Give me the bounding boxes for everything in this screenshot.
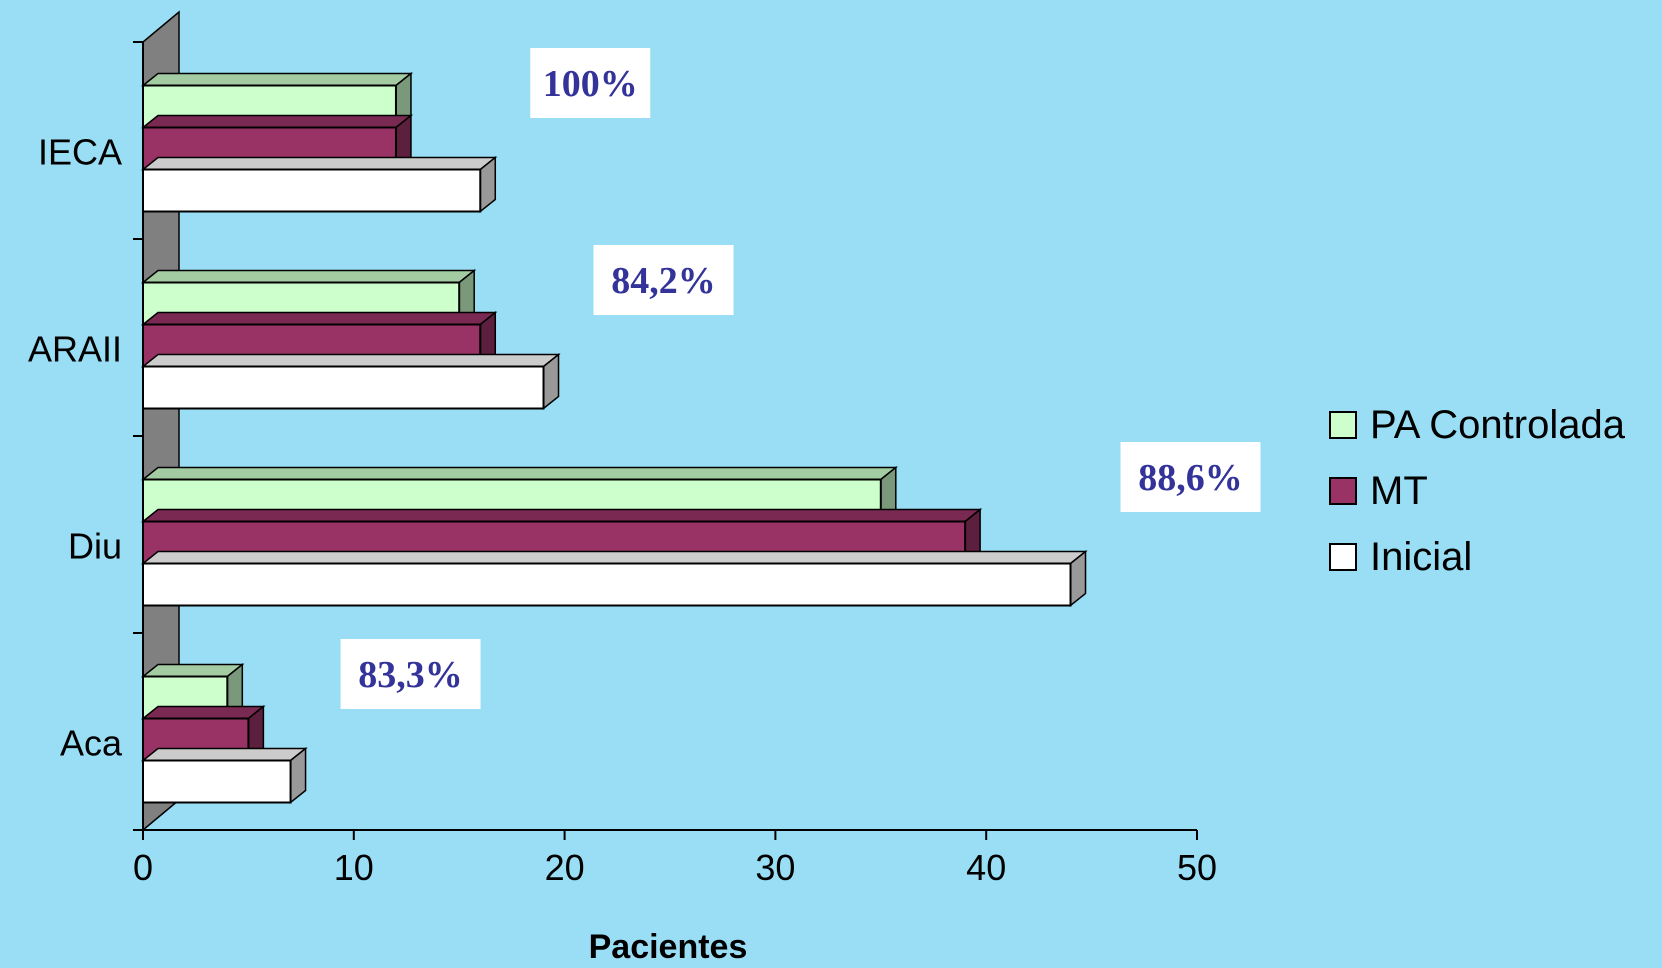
- annotation-text-ieca: 100%: [543, 63, 638, 105]
- annotation-text-araii: 84,2%: [611, 260, 716, 302]
- x-tick-label-50: 50: [1177, 847, 1217, 888]
- legend-item-inicial: Inicial: [1329, 535, 1472, 579]
- bar-araii-mt: [140, 310, 498, 369]
- annotation-araii: 84,2%: [593, 245, 734, 315]
- x-tick-label-10: 10: [334, 847, 374, 888]
- y-tick-label-araii: ARAII: [28, 329, 122, 370]
- legend-swatch: [1329, 477, 1357, 505]
- legend-item-pa-controlada: PA Controlada: [1329, 403, 1626, 447]
- bar-araii-inicial: [140, 352, 561, 411]
- y-tick-label-aca: Aca: [60, 723, 123, 764]
- annotation-diu: 88,6%: [1120, 442, 1261, 512]
- annotation-aca: 83,3%: [340, 639, 481, 709]
- x-tick-label-0: 0: [133, 847, 153, 888]
- x-tick-label-20: 20: [545, 847, 585, 888]
- legend-swatch: [1329, 411, 1357, 439]
- bar-diu-inicial: [140, 549, 1088, 608]
- annotation-text-diu: 88,6%: [1138, 457, 1243, 499]
- annotation-ieca: 100%: [530, 48, 651, 118]
- legend-item-mt: MT: [1329, 469, 1428, 513]
- x-tick-label-40: 40: [966, 847, 1006, 888]
- bar-ieca-inicial: [140, 155, 498, 214]
- legend-label: MT: [1370, 469, 1428, 513]
- annotation-text-aca: 83,3%: [358, 654, 463, 696]
- x-tick-label-30: 30: [755, 847, 795, 888]
- legend-swatch: [1329, 543, 1357, 571]
- x-axis-title: Pacientes: [589, 928, 748, 963]
- legend: PA Controlada MT Inicial: [1329, 403, 1626, 579]
- legend-label: Inicial: [1370, 535, 1472, 579]
- legend-label: PA Controlada: [1370, 403, 1626, 447]
- y-tick-label-diu: Diu: [68, 526, 122, 567]
- y-tick-label-ieca: IECA: [38, 132, 122, 173]
- bar-aca-inicial: [140, 746, 308, 805]
